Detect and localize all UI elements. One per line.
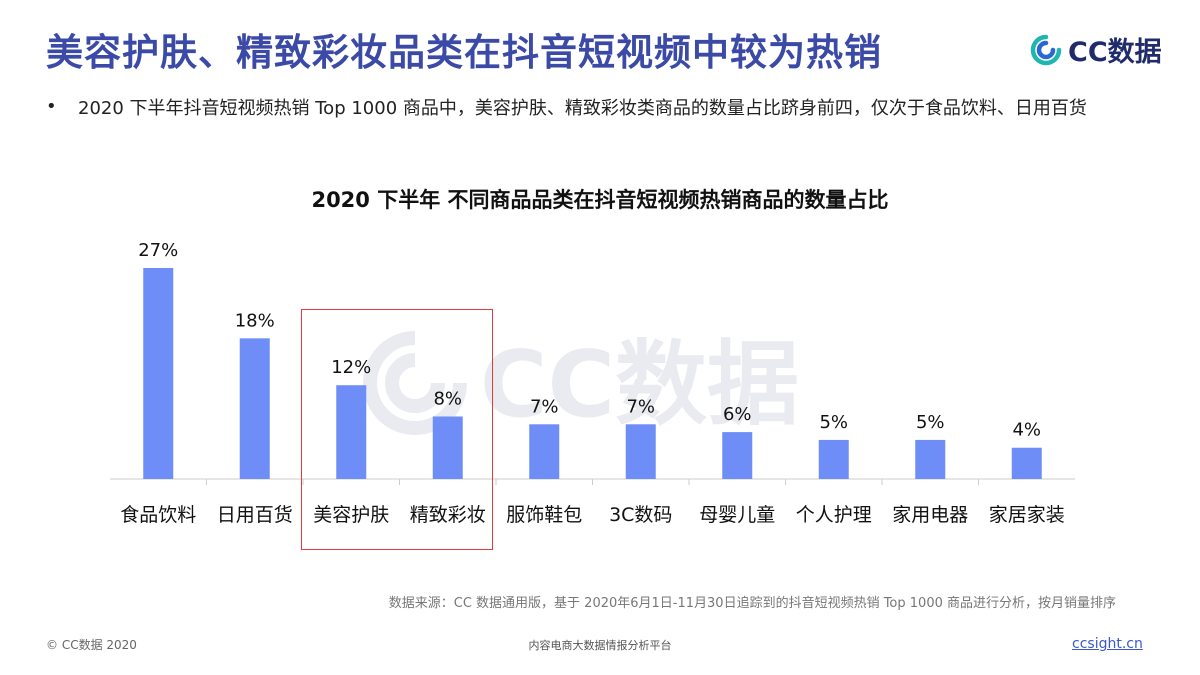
bar-9: [1011, 447, 1042, 479]
value-label-9: 4%: [1012, 420, 1041, 441]
value-label-7: 5%: [819, 412, 848, 433]
category-label-9: 家居家装: [989, 504, 1065, 526]
value-label-5: 7%: [626, 396, 655, 417]
bar-0: [143, 268, 174, 479]
bar-4: [529, 424, 560, 479]
value-label-1: 18%: [235, 310, 275, 331]
bar-2: [336, 385, 367, 479]
value-label-0: 27%: [138, 240, 178, 261]
platform-name: 内容电商大数据情报分析平台: [528, 639, 672, 652]
value-label-6: 6%: [723, 404, 752, 425]
page-title: 美容护肤、精致彩妆品类在抖音短视频中较为热销: [46, 31, 882, 74]
source-note: 数据来源：CC 数据通用版，基于 2020年6月1日-11月30日追踪到的抖音短…: [388, 596, 1116, 611]
bullet-marker: •: [46, 96, 57, 117]
highlight-box: [301, 309, 493, 550]
copyright: © CC数据 2020: [46, 638, 137, 652]
bar-chart: 27% 食品饮料 18% 日用百货 12% 美容护肤 8% 精致彩妆 7% 服饰鞋包 7% 3C数码 6…: [110, 240, 1075, 526]
site-link[interactable]: ccsight.cn: [1072, 636, 1143, 652]
brand-logo: CC数据: [1030, 30, 1162, 69]
category-label-5: 3C数码: [609, 504, 672, 526]
bar-3: [432, 416, 463, 479]
category-label-1: 日用百货: [217, 504, 293, 526]
bullet-text: 2020 下半年抖音短视频热销 Top 1000 商品中，美容护肤、精致彩妆类商…: [78, 98, 1087, 119]
value-label-8: 5%: [916, 412, 945, 433]
bar-6: [722, 432, 753, 479]
value-label-3: 8%: [433, 388, 462, 409]
category-label-8: 家用电器: [892, 504, 968, 526]
value-label-2: 12%: [331, 357, 371, 378]
category-label-6: 母婴儿童: [699, 504, 775, 526]
category-label-7: 个人护理: [796, 504, 872, 526]
logo-text: CC数据: [1068, 37, 1162, 68]
bar-5: [625, 424, 656, 479]
bar-8: [915, 439, 946, 479]
bar-1: [239, 338, 270, 479]
chart-title: 2020 下半年 不同商品品类在抖音短视频热销商品的数量占比: [311, 188, 889, 212]
category-label-3: 精致彩妆: [410, 504, 486, 526]
category-label-2: 美容护肤: [313, 504, 389, 526]
bar-7: [818, 439, 849, 479]
value-label-4: 7%: [530, 396, 559, 417]
cc-logo-icon: [1030, 34, 1062, 65]
category-label-4: 服饰鞋包: [506, 504, 582, 526]
category-label-0: 食品饮料: [120, 504, 196, 526]
